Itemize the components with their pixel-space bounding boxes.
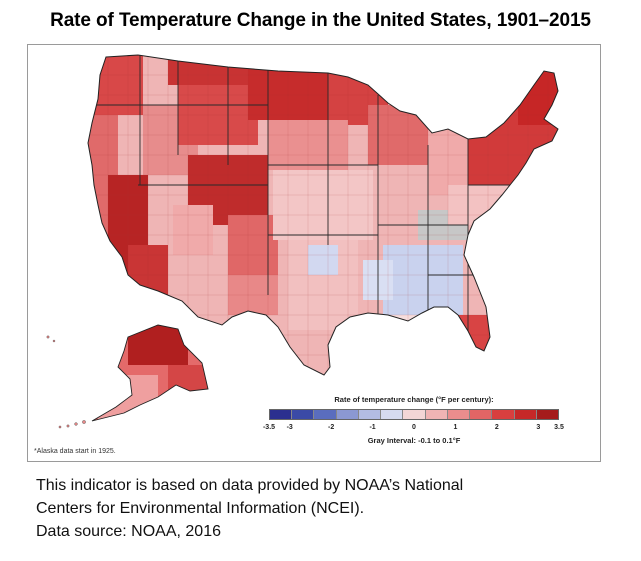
legend-swatch: [381, 410, 404, 419]
legend-swatch: [358, 410, 382, 419]
legend-swatch: [403, 410, 426, 419]
legend-tick-label: 2: [494, 424, 499, 431]
legend-tick-label: -3.5: [262, 424, 276, 431]
color-legend: Rate of temperature change (°F per centu…: [263, 395, 564, 455]
legend-tick-label: 1: [453, 424, 458, 431]
legend-swatch: [425, 410, 448, 419]
legend-swatch: [470, 410, 493, 419]
legend-swatch: [270, 410, 293, 419]
legend-swatch: [292, 410, 315, 419]
caption: This indicator is based on data provided…: [36, 474, 463, 543]
caption-line-3: Data source: NOAA, 2016: [36, 523, 221, 540]
alaska-footnote: *Alaska data start in 1925.: [34, 448, 116, 455]
legend-title: Rate of temperature change (°F per centu…: [334, 395, 494, 404]
legend-tick-label: -2: [328, 424, 335, 431]
caption-line-2: Centers for Environmental Information (N…: [36, 500, 365, 517]
legend-ticks: -3.5 -3 -2 -1 0 1 2 3 3.5: [263, 424, 564, 434]
map-title: Rate of Temperature Change in the United…: [50, 10, 591, 31]
us-temperature-map: [46, 54, 559, 429]
legend-tick-label: 0: [412, 424, 416, 431]
legend-swatch: [314, 410, 337, 419]
legend-tick-label: 3.5: [554, 424, 564, 431]
alaska-regions: [92, 325, 208, 421]
legend-swatch: [536, 410, 559, 419]
legend-swatch: [336, 410, 359, 419]
legend-gray-interval: Gray Interval: -0.1 to 0.1°F: [367, 436, 461, 445]
legend-swatch: [514, 410, 537, 419]
legend-swatch: [492, 410, 515, 419]
legend-tick-label: -1: [369, 424, 376, 431]
legend-swatch: [447, 410, 471, 419]
legend-tick-label: -3: [286, 424, 293, 431]
map-panel: *Alaska data start in 1925. Rate of temp…: [27, 44, 601, 462]
caption-line-1: This indicator is based on data provided…: [36, 477, 464, 494]
legend-color-scale: [269, 409, 559, 420]
legend-tick-label: 3: [536, 424, 541, 431]
